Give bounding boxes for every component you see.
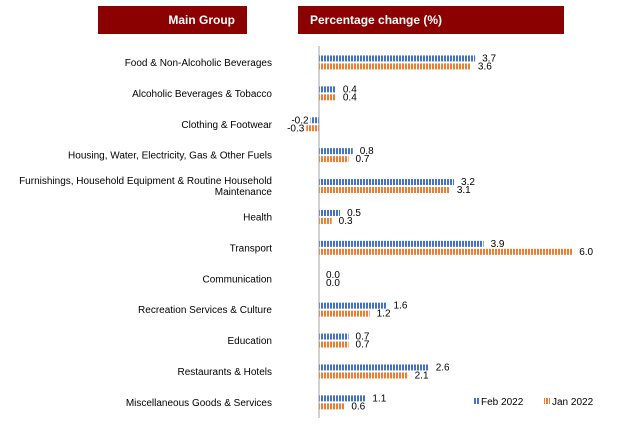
value-label-feb: 1.6	[394, 301, 408, 312]
bar-feb	[310, 117, 319, 124]
value-label-jan: 0.0	[326, 278, 340, 289]
bar-jan	[306, 125, 319, 132]
category-label-line: Recreation Services & Culture	[138, 305, 272, 316]
percentage-change-header-label: Percentage change (%)	[310, 13, 443, 27]
value-label-jan: 0.4	[343, 92, 357, 103]
category-label-line: Education	[228, 336, 272, 347]
value-label-feb: 0.0	[326, 270, 340, 281]
category-label: Education	[228, 336, 272, 347]
value-label-feb: 0.7	[356, 332, 370, 343]
value-label-feb: 2.6	[436, 362, 450, 373]
bar-feb	[319, 240, 484, 247]
bar-jan	[319, 187, 450, 194]
legend-label-jan: Jan 2022	[552, 397, 594, 408]
bar-jan	[319, 403, 345, 410]
value-label-feb: 1.1	[372, 393, 386, 404]
bar-feb	[319, 395, 366, 402]
category-label-line: Clothing & Footwear	[181, 120, 272, 131]
value-label-jan: 1.2	[377, 309, 391, 320]
category-label-line: Restaurants & Hotels	[178, 367, 273, 378]
category-label: Recreation Services & Culture	[138, 305, 272, 316]
category-label-line: Housing, Water, Electricity, Gas & Other…	[68, 151, 272, 162]
bar-jan	[319, 341, 349, 348]
category-label: Furnishings, Household Equipment & Routi…	[19, 176, 272, 198]
value-label-jan: 0.7	[356, 340, 370, 351]
category-label: Miscellaneous Goods & Services	[126, 398, 272, 409]
category-label: Communication	[203, 274, 272, 285]
bar-feb	[319, 333, 349, 340]
value-label-jan: 0.3	[339, 216, 353, 227]
bar-feb	[319, 364, 429, 371]
value-label-jan: 2.1	[415, 370, 429, 381]
category-label-line: Transport	[230, 243, 273, 254]
value-label-feb: 0.5	[347, 208, 361, 219]
category-label: Clothing & Footwear	[181, 120, 272, 131]
value-label-jan: 0.7	[356, 154, 370, 165]
category-label-line: Furnishings, Household Equipment & Routi…	[19, 176, 272, 187]
bar-feb	[319, 86, 336, 93]
percentage-change-header: Percentage change (%)	[298, 6, 564, 34]
category-label: Health	[243, 212, 272, 223]
legend-swatch-jan	[544, 398, 550, 404]
value-label-feb: 3.2	[461, 177, 475, 188]
bar-feb	[319, 209, 341, 216]
category-label-line: Miscellaneous Goods & Services	[126, 398, 272, 409]
bar-jan	[319, 94, 336, 101]
bar-jan	[319, 156, 349, 163]
category-label-line: Communication	[203, 274, 272, 285]
category-label: Alcoholic Beverages & Tobacco	[132, 89, 272, 100]
value-label-feb: 3.7	[482, 53, 496, 64]
value-label-jan: -0.3	[287, 123, 305, 134]
legend-label-feb: Feb 2022	[481, 397, 524, 408]
category-label-line: Health	[243, 212, 272, 223]
bar-feb	[319, 148, 353, 155]
bar-jan	[319, 310, 370, 317]
category-label-line: Food & Non-Alcoholic Beverages	[125, 58, 272, 69]
bar-jan	[319, 248, 573, 255]
category-label-line: Maintenance	[215, 187, 273, 198]
value-label-jan: 3.1	[457, 185, 471, 196]
value-label-jan: 6.0	[579, 247, 593, 258]
bar-feb	[319, 179, 455, 186]
value-label-feb: 3.9	[491, 239, 505, 250]
value-label-feb: 0.8	[360, 146, 374, 157]
bar-feb	[319, 55, 476, 62]
main-group-header: Main Group	[98, 6, 247, 34]
bar-jan	[319, 372, 408, 379]
value-label-feb: -0.2	[291, 115, 309, 126]
category-label-line: Alcoholic Beverages & Tobacco	[132, 89, 272, 100]
category-label: Transport	[230, 243, 273, 254]
legend-swatch-feb	[473, 398, 479, 404]
bar-jan	[319, 63, 471, 70]
value-label-feb: 0.4	[343, 84, 357, 95]
category-label: Housing, Water, Electricity, Gas & Other…	[68, 151, 272, 162]
value-label-jan: 3.6	[478, 61, 492, 72]
bar-jan	[319, 217, 332, 224]
category-label: Food & Non-Alcoholic Beverages	[125, 58, 272, 69]
bar-feb	[319, 302, 387, 309]
value-label-jan: 0.6	[351, 401, 365, 412]
main-group-header-label: Main Group	[168, 13, 235, 27]
category-label: Restaurants & Hotels	[178, 367, 273, 378]
